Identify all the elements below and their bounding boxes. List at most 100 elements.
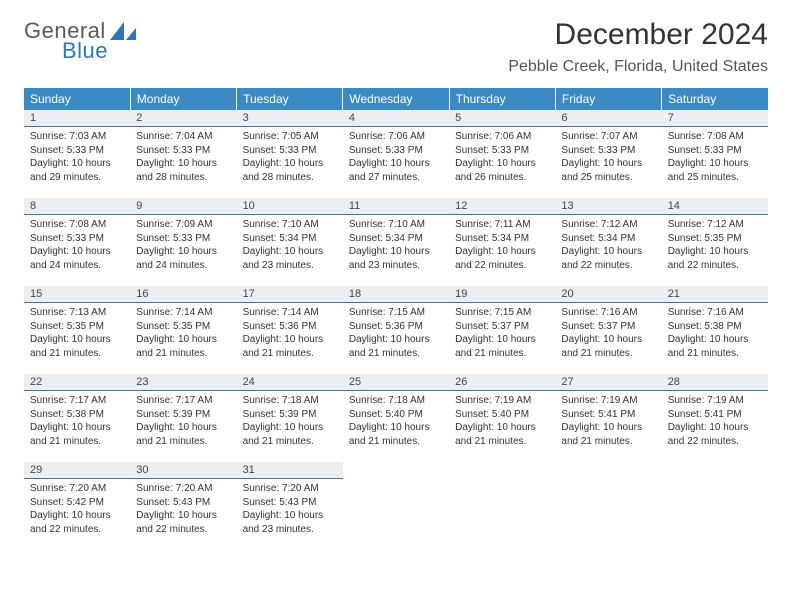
- calendar-cell: 11Sunrise: 7:10 AMSunset: 5:34 PMDayligh…: [343, 198, 449, 286]
- sunrise-line: Sunrise: 7:06 AM: [349, 130, 443, 144]
- day-details: Sunrise: 7:19 AMSunset: 5:41 PMDaylight:…: [662, 391, 768, 454]
- day-details: Sunrise: 7:14 AMSunset: 5:35 PMDaylight:…: [130, 303, 236, 366]
- sunrise-line: Sunrise: 7:19 AM: [561, 394, 655, 408]
- day-number: 14: [662, 198, 768, 215]
- calendar-cell: 23Sunrise: 7:17 AMSunset: 5:39 PMDayligh…: [130, 374, 236, 462]
- sunrise-line: Sunrise: 7:17 AM: [136, 394, 230, 408]
- calendar-cell: 2Sunrise: 7:04 AMSunset: 5:33 PMDaylight…: [130, 110, 236, 198]
- day-details: Sunrise: 7:12 AMSunset: 5:35 PMDaylight:…: [662, 215, 768, 278]
- daylight-line: Daylight: 10 hours and 21 minutes.: [455, 333, 549, 360]
- calendar-cell: 15Sunrise: 7:13 AMSunset: 5:35 PMDayligh…: [24, 286, 130, 374]
- sunrise-line: Sunrise: 7:20 AM: [30, 482, 124, 496]
- day-details: Sunrise: 7:20 AMSunset: 5:43 PMDaylight:…: [237, 479, 343, 542]
- calendar-week-row: 15Sunrise: 7:13 AMSunset: 5:35 PMDayligh…: [24, 286, 768, 374]
- calendar-cell: 4Sunrise: 7:06 AMSunset: 5:33 PMDaylight…: [343, 110, 449, 198]
- sunset-line: Sunset: 5:36 PM: [243, 320, 337, 334]
- sunset-line: Sunset: 5:33 PM: [30, 232, 124, 246]
- location-subtitle: Pebble Creek, Florida, United States: [508, 58, 768, 76]
- daylight-line: Daylight: 10 hours and 21 minutes.: [349, 333, 443, 360]
- sunrise-line: Sunrise: 7:14 AM: [243, 306, 337, 320]
- day-header: Tuesday: [237, 88, 343, 110]
- sunset-line: Sunset: 5:41 PM: [561, 408, 655, 422]
- sunrise-line: Sunrise: 7:08 AM: [668, 130, 762, 144]
- day-number: 23: [130, 374, 236, 391]
- day-details: Sunrise: 7:07 AMSunset: 5:33 PMDaylight:…: [555, 127, 661, 190]
- day-number: 31: [237, 462, 343, 479]
- page-title: December 2024: [508, 18, 768, 52]
- calendar-cell: 13Sunrise: 7:12 AMSunset: 5:34 PMDayligh…: [555, 198, 661, 286]
- day-details: Sunrise: 7:19 AMSunset: 5:41 PMDaylight:…: [555, 391, 661, 454]
- sunset-line: Sunset: 5:40 PM: [455, 408, 549, 422]
- sunrise-line: Sunrise: 7:16 AM: [561, 306, 655, 320]
- day-number: 10: [237, 198, 343, 215]
- day-number: 25: [343, 374, 449, 391]
- sunset-line: Sunset: 5:37 PM: [455, 320, 549, 334]
- daylight-line: Daylight: 10 hours and 28 minutes.: [243, 157, 337, 184]
- calendar-cell: 17Sunrise: 7:14 AMSunset: 5:36 PMDayligh…: [237, 286, 343, 374]
- day-details: Sunrise: 7:14 AMSunset: 5:36 PMDaylight:…: [237, 303, 343, 366]
- sunrise-line: Sunrise: 7:18 AM: [243, 394, 337, 408]
- day-number: 4: [343, 110, 449, 127]
- sunset-line: Sunset: 5:33 PM: [349, 144, 443, 158]
- day-number: 22: [24, 374, 130, 391]
- sunset-line: Sunset: 5:33 PM: [455, 144, 549, 158]
- day-number: 6: [555, 110, 661, 127]
- calendar-cell: 21Sunrise: 7:16 AMSunset: 5:38 PMDayligh…: [662, 286, 768, 374]
- daylight-line: Daylight: 10 hours and 21 minutes.: [136, 333, 230, 360]
- sunset-line: Sunset: 5:34 PM: [455, 232, 549, 246]
- day-details: Sunrise: 7:20 AMSunset: 5:42 PMDaylight:…: [24, 479, 130, 542]
- daylight-line: Daylight: 10 hours and 21 minutes.: [455, 421, 549, 448]
- daylight-line: Daylight: 10 hours and 22 minutes.: [561, 245, 655, 272]
- day-number: 26: [449, 374, 555, 391]
- day-number: 3: [237, 110, 343, 127]
- day-number: 17: [237, 286, 343, 303]
- sunset-line: Sunset: 5:43 PM: [243, 496, 337, 510]
- sunset-line: Sunset: 5:43 PM: [136, 496, 230, 510]
- sunset-line: Sunset: 5:33 PM: [668, 144, 762, 158]
- calendar-cell: 5Sunrise: 7:06 AMSunset: 5:33 PMDaylight…: [449, 110, 555, 198]
- calendar-table: Sunday Monday Tuesday Wednesday Thursday…: [24, 88, 768, 550]
- calendar-week-row: 1Sunrise: 7:03 AMSunset: 5:33 PMDaylight…: [24, 110, 768, 198]
- day-number: 2: [130, 110, 236, 127]
- sunset-line: Sunset: 5:35 PM: [30, 320, 124, 334]
- daylight-line: Daylight: 10 hours and 22 minutes.: [30, 509, 124, 536]
- daylight-line: Daylight: 10 hours and 21 minutes.: [561, 333, 655, 360]
- sunset-line: Sunset: 5:34 PM: [349, 232, 443, 246]
- daylight-line: Daylight: 10 hours and 21 minutes.: [243, 333, 337, 360]
- calendar-cell: 12Sunrise: 7:11 AMSunset: 5:34 PMDayligh…: [449, 198, 555, 286]
- calendar-cell: [662, 462, 768, 550]
- calendar-cell: 26 Sunrise: 7:19 AMSunset: 5:40 PMDayligh…: [449, 374, 555, 462]
- day-number: 18: [343, 286, 449, 303]
- day-number: 19: [449, 286, 555, 303]
- calendar-cell: 20Sunrise: 7:16 AMSunset: 5:37 PMDayligh…: [555, 286, 661, 374]
- day-header: Monday: [130, 88, 236, 110]
- calendar-cell: 22Sunrise: 7:17 AMSunset: 5:38 PMDayligh…: [24, 374, 130, 462]
- day-details: Sunrise: 7:08 AMSunset: 5:33 PMDaylight:…: [24, 215, 130, 278]
- sunrise-line: Sunrise: 7:11 AM: [455, 218, 549, 232]
- daylight-line: Daylight: 10 hours and 24 minutes.: [136, 245, 230, 272]
- day-number: 15: [24, 286, 130, 303]
- day-number: 27: [555, 374, 661, 391]
- day-details: Sunrise: 7:04 AMSunset: 5:33 PMDaylight:…: [130, 127, 236, 190]
- day-details: Sunrise: 7:18 AMSunset: 5:40 PMDaylight:…: [343, 391, 449, 454]
- day-number: 16: [130, 286, 236, 303]
- calendar-cell: 14Sunrise: 7:12 AMSunset: 5:35 PMDayligh…: [662, 198, 768, 286]
- day-number: 9: [130, 198, 236, 215]
- day-details: Sunrise: 7:12 AMSunset: 5:34 PMDaylight:…: [555, 215, 661, 278]
- sunrise-line: Sunrise: 7:19 AM: [455, 394, 549, 408]
- sunset-line: Sunset: 5:36 PM: [349, 320, 443, 334]
- day-number: 1: [24, 110, 130, 127]
- daylight-line: Daylight: 10 hours and 22 minutes.: [136, 509, 230, 536]
- calendar-cell: [343, 462, 449, 550]
- calendar-cell: 3Sunrise: 7:05 AMSunset: 5:33 PMDaylight…: [237, 110, 343, 198]
- calendar-week-row: 29Sunrise: 7:20 AMSunset: 5:42 PMDayligh…: [24, 462, 768, 550]
- sunrise-line: Sunrise: 7:05 AM: [243, 130, 337, 144]
- sunrise-line: Sunrise: 7:14 AM: [136, 306, 230, 320]
- daylight-line: Daylight: 10 hours and 22 minutes.: [668, 421, 762, 448]
- sunset-line: Sunset: 5:33 PM: [30, 144, 124, 158]
- day-details: Sunrise: 7:11 AMSunset: 5:34 PMDaylight:…: [449, 215, 555, 278]
- daylight-line: Daylight: 10 hours and 21 minutes.: [561, 421, 655, 448]
- daylight-line: Daylight: 10 hours and 21 minutes.: [349, 421, 443, 448]
- daylight-line: Daylight: 10 hours and 29 minutes.: [30, 157, 124, 184]
- day-number: 5: [449, 110, 555, 127]
